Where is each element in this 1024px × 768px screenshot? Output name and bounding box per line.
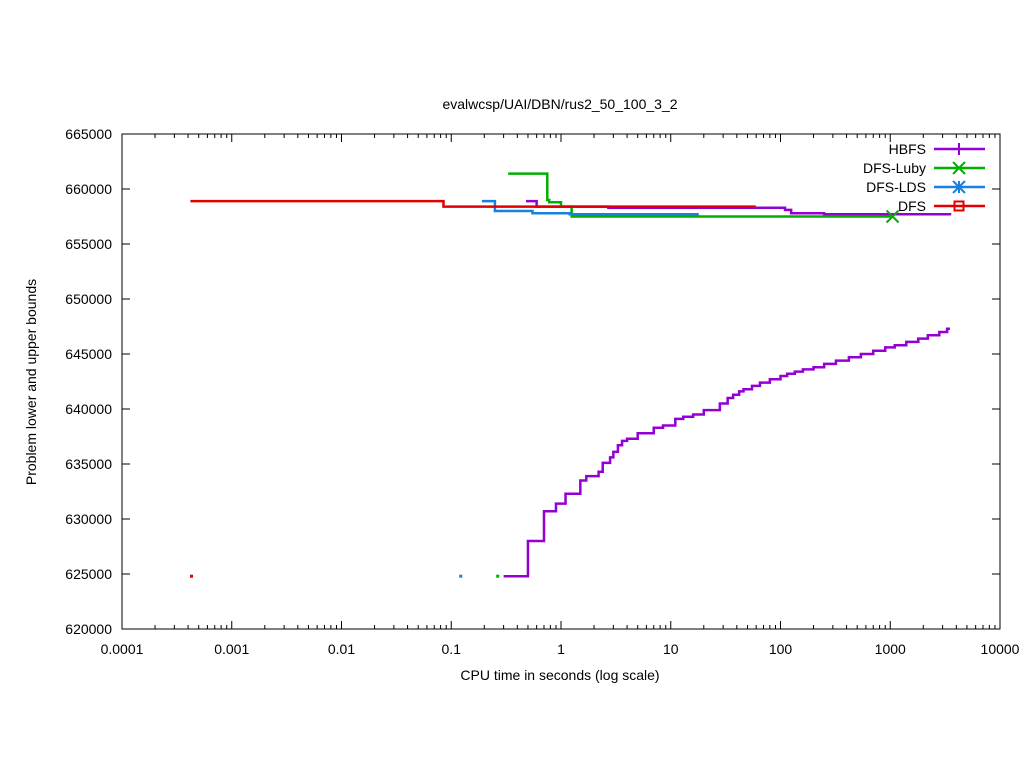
series-dfs-luby [496,172,900,578]
dfs-lds-lower-point [459,574,463,578]
y-tick-label: 665000 [65,126,112,142]
y-axis: 620000 625000 630000 635000 640000 645000 6500… [65,126,1000,637]
chart-title: evalwcsp/UAI/DBN/rus2_50_100_3_2 [442,96,677,112]
plot-area [121,133,1001,630]
x-tick-label: 10 [663,641,679,657]
legend-item-hbfs: HBFS [889,141,985,157]
legend: HBFS DFS-Luby DFS-LDS DFS [863,141,985,214]
marker-square [953,200,965,212]
x-tick-label: 1000 [875,641,906,657]
plot-frame [121,133,1001,630]
y-tick-label: 645000 [65,346,112,362]
dfs-upper-line [190,199,756,208]
y-tick-label: 625000 [65,566,112,582]
x-tick-label: 100 [769,641,793,657]
legend-label: DFS-LDS [866,179,926,195]
marker-cross-b [885,209,900,224]
hbfs-lower-line [503,327,950,578]
y-axis-label: Problem lower and upper bounds [23,279,39,485]
legend-item-dfs-lds: DFS-LDS [866,179,985,195]
legend-item-dfs: DFS [898,198,985,214]
x-tick-label: 0.01 [328,641,355,657]
legend-label: DFS [898,198,926,214]
y-tick-label: 655000 [65,236,112,252]
series-dfs-lds [459,199,699,578]
dfs-luby-lower-point [496,574,500,578]
dfs-luby-upper-line [508,172,893,218]
y-tick-label: 640000 [65,401,112,417]
x-tick-label: 0.001 [214,641,249,657]
legend-marker [953,200,965,212]
x-tick-label: 0.0001 [101,641,144,657]
x-axis: 0.0001 0.001 0.01 0.1 1 10 100 1000 10000 [101,134,1020,657]
y-tick-label: 635000 [65,456,112,472]
dfs-luby-end-marker [885,209,900,224]
x-tick-label: 0.1 [442,641,462,657]
dfs-lds-upper-line [481,199,699,216]
legend-marker [952,180,966,194]
series-dfs [190,199,756,578]
y-tick-label: 620000 [65,621,112,637]
y-tick-label: 660000 [65,181,112,197]
marker-cross-b [952,161,966,175]
y-tick-label: 630000 [65,511,112,527]
legend-item-dfs-luby: DFS-Luby [863,160,985,176]
legend-label: DFS-Luby [863,160,926,176]
x-tick-label: 10000 [981,641,1020,657]
dfs-lower-point [190,574,194,578]
series-hbfs [503,199,952,578]
y-tick-label: 650000 [65,291,112,307]
x-axis-label: CPU time in seconds (log scale) [460,667,659,683]
series-layer [190,172,952,578]
legend-marker [952,161,966,175]
legend-label: HBFS [889,141,926,157]
x-tick-label: 1 [557,641,565,657]
